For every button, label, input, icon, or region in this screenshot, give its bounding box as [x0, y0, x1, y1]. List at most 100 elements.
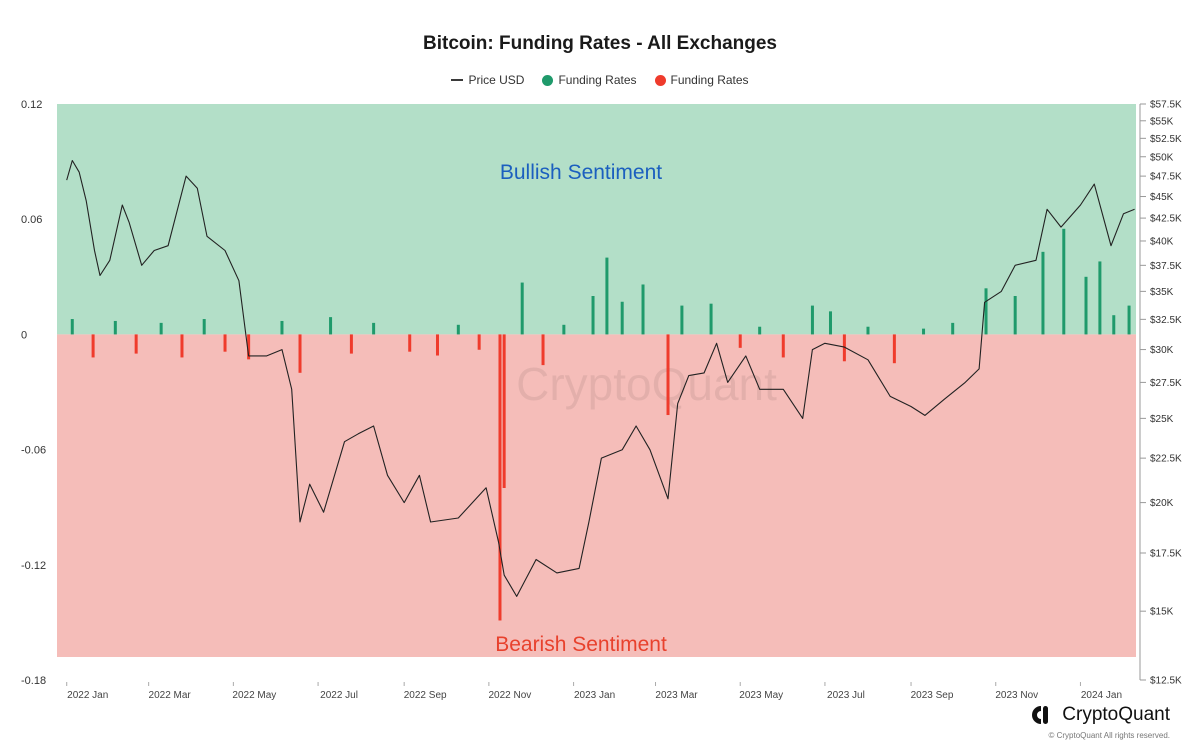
right-y-tick-label: $20K — [1150, 498, 1174, 509]
x-tick-label: 2023 Sep — [911, 690, 954, 701]
funding-rate-bar — [1084, 276, 1088, 335]
funding-rate-bar — [842, 334, 846, 362]
x-tick-label: 2024 Jan — [1081, 690, 1122, 701]
funding-rate-bar — [298, 334, 302, 373]
funding-rate-bar — [605, 257, 609, 335]
funding-rate-bar — [223, 334, 227, 352]
funding-rate-bar — [435, 334, 439, 356]
x-tick-label: 2023 Mar — [655, 690, 698, 701]
bullish-sentiment-label: Bullish Sentiment — [500, 161, 662, 184]
left-y-tick-label: -0.12 — [21, 560, 46, 572]
left-y-tick-label: -0.06 — [21, 445, 46, 457]
brand-name: CryptoQuant — [1062, 704, 1170, 725]
right-y-tick-label: $37.5K — [1150, 261, 1182, 272]
funding-rate-bar — [562, 324, 566, 335]
funding-rate-bar — [329, 317, 333, 335]
funding-rate-bar — [91, 334, 95, 358]
funding-rate-bar — [591, 296, 595, 335]
funding-rate-bar — [828, 311, 832, 335]
funding-rate-bar — [620, 301, 624, 335]
funding-rate-bar — [349, 334, 353, 354]
funding-rate-bar — [951, 322, 955, 335]
left-y-tick-label: 0 — [21, 329, 27, 341]
cryptoquant-logo-icon — [1032, 706, 1049, 724]
right-y-tick-label: $15K — [1150, 607, 1174, 618]
price-usd-line — [66, 159, 1135, 597]
funding-rate-bar — [709, 303, 713, 335]
right-y-tick-label: $50K — [1150, 152, 1174, 163]
legend-label-funding-negative: Funding Rates — [670, 73, 749, 87]
right-y-tick-label: $32.5K — [1150, 315, 1182, 326]
x-tick-label: 2022 Jul — [320, 690, 358, 701]
funding-rate-bar — [280, 320, 284, 335]
funding-rate-bar — [477, 334, 481, 350]
cryptoquant-brand: CryptoQuant — [1030, 704, 1170, 726]
right-y-tick-label: $27.5K — [1150, 378, 1182, 389]
funding-rate-bar — [1013, 296, 1017, 335]
x-tick-label: 2023 May — [739, 690, 783, 701]
funding-rate-bar — [70, 319, 74, 335]
right-y-tick-label: $47.5K — [1150, 172, 1182, 183]
funding-rate-bar — [1112, 315, 1116, 335]
green-dot-icon — [542, 74, 554, 86]
chart-title: Bitcoin: Funding Rates - All Exchanges — [423, 33, 777, 54]
x-tick-label: 2023 Nov — [995, 690, 1038, 701]
funding-rate-bar — [180, 334, 184, 358]
x-tick-label: 2022 Sep — [404, 690, 447, 701]
legend-item-price[interactable]: Price USD — [451, 73, 524, 87]
legend-label-price: Price USD — [468, 73, 525, 87]
funding-rate-bar — [922, 328, 926, 335]
funding-rate-bar — [781, 334, 785, 358]
bearish-zone — [57, 334, 1136, 657]
copyright-text: © CryptoQuant All rights reserved. — [1048, 731, 1171, 740]
x-tick-label: 2023 Jul — [827, 690, 865, 701]
funding-rate-bar — [738, 334, 742, 348]
x-tick-label: 2022 Jan — [67, 690, 108, 701]
funding-rate-bar — [456, 324, 460, 335]
x-tick-label: 2022 Mar — [149, 690, 192, 701]
funding-rate-bar — [1127, 305, 1131, 335]
right-y-tick-label: $40K — [1150, 236, 1174, 247]
funding-rate-bar — [810, 305, 814, 335]
x-tick-label: 2023 Jan — [574, 690, 615, 701]
legend-item-funding-positive[interactable]: Funding Rates — [542, 73, 637, 87]
right-y-tick-label: $25K — [1150, 414, 1174, 425]
legend-item-funding-negative[interactable]: Funding Rates — [654, 73, 749, 87]
right-y-tick-label: $35K — [1150, 287, 1174, 298]
watermark-text: CryptoQuant — [516, 358, 777, 410]
funding-rate-bar — [502, 334, 506, 488]
red-dot-icon — [654, 74, 666, 86]
left-y-tick-label: 0.06 — [21, 214, 42, 226]
funding-rate-bar — [520, 282, 524, 335]
right-y-tick-label: $55K — [1150, 116, 1174, 127]
bullish-zone — [57, 104, 1136, 335]
funding-rate-bar — [866, 326, 870, 335]
funding-rate-bar — [1098, 261, 1102, 335]
funding-rate-bar — [541, 334, 545, 366]
left-y-tick-label: -0.18 — [21, 675, 46, 687]
funding-rate-bar — [202, 319, 206, 335]
right-y-tick-label: $52.5K — [1150, 134, 1182, 145]
chart-legend: Price USD Funding Rates Funding Rates — [0, 73, 1200, 87]
right-y-tick-label: $12.5K — [1150, 676, 1182, 687]
funding-rate-bar — [758, 326, 762, 335]
funding-rate-bar — [666, 334, 670, 416]
right-y-tick-label: $57.5K — [1150, 100, 1182, 111]
funding-rate-bar — [984, 288, 988, 335]
funding-rate-bar — [680, 305, 684, 335]
funding-rate-bar — [1041, 251, 1045, 335]
right-y-tick-label: $30K — [1150, 345, 1174, 356]
funding-rate-bar — [498, 334, 502, 621]
funding-rate-bar — [1062, 228, 1066, 335]
bearish-sentiment-label: Bearish Sentiment — [495, 633, 667, 656]
x-tick-label: 2022 Nov — [488, 690, 531, 701]
funding-rate-bar — [641, 284, 645, 335]
right-y-tick-label: $42.5K — [1150, 214, 1182, 225]
funding-rate-bar — [113, 320, 117, 335]
funding-rate-bar — [159, 322, 163, 335]
right-y-tick-label: $45K — [1150, 192, 1174, 203]
right-y-tick-label: $17.5K — [1150, 549, 1182, 560]
price-line-swatch — [451, 79, 464, 81]
funding-rate-bar — [134, 334, 138, 354]
